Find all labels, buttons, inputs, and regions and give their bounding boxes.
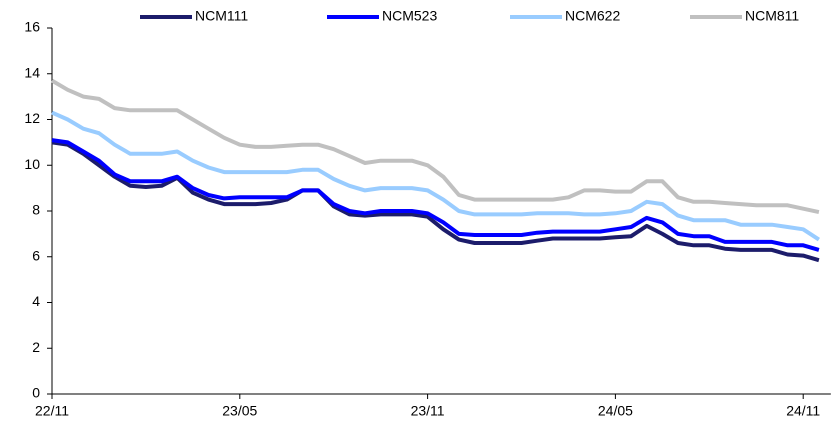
y-tick-label: 6 (32, 247, 40, 263)
series-line (50, 78, 820, 215)
x-tick-label: 22/11 (35, 403, 69, 419)
y-tick-label: 10 (24, 156, 40, 172)
legend-label: NCM811 (745, 8, 799, 24)
legend-label: NCM523 (382, 8, 437, 24)
x-tick-label: 24/11 (786, 403, 820, 419)
series-line (51, 110, 820, 242)
legend-label: NCM622 (565, 8, 620, 24)
series-line (51, 138, 820, 252)
y-tick-label: 8 (32, 202, 40, 218)
y-tick-label: 16 (24, 19, 40, 35)
y-tick-label: 14 (24, 64, 40, 80)
x-tick-label: 23/11 (411, 403, 445, 419)
legend-label: NCM111 (195, 8, 248, 24)
y-tick-label: 0 (32, 385, 40, 401)
y-tick-label: 2 (32, 339, 40, 355)
y-tick-label: 12 (24, 110, 40, 126)
y-tick-label: 4 (32, 293, 40, 309)
x-tick-label: 23/05 (222, 403, 257, 419)
x-tick-label: 24/05 (598, 403, 633, 419)
